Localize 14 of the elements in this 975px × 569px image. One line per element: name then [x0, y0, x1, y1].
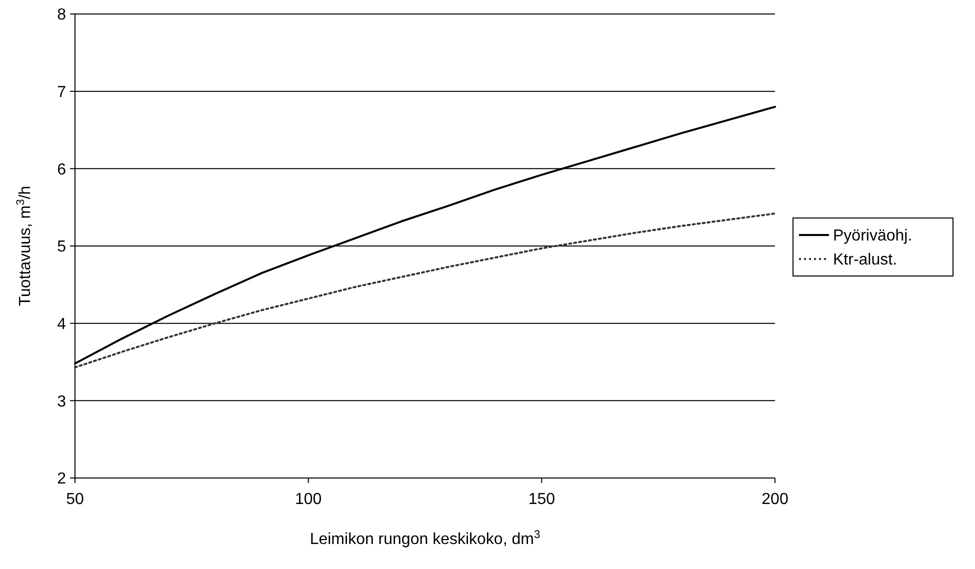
y-tick-label: 2 [57, 470, 66, 488]
x-axis-title: Leimikon rungon keskikoko, dm$^{3}$ [310, 529, 540, 548]
x-tick-label: 150 [528, 491, 556, 508]
legend-label: Pyöriväohj. [833, 228, 912, 245]
x-tick-label: 200 [762, 491, 788, 508]
y-tick-label: 4 [57, 316, 66, 333]
y-tick-label: 6 [57, 161, 66, 178]
x-tick-label: 100 [294, 491, 322, 508]
legend-label: Ktr-alust. [833, 252, 898, 269]
y-tick-label: 3 [57, 393, 66, 410]
y-tick-label: 8 [57, 6, 66, 24]
x-tick-label: 50 [66, 491, 84, 508]
y-tick-label: 7 [57, 84, 66, 101]
y-tick-label: 5 [57, 238, 66, 256]
